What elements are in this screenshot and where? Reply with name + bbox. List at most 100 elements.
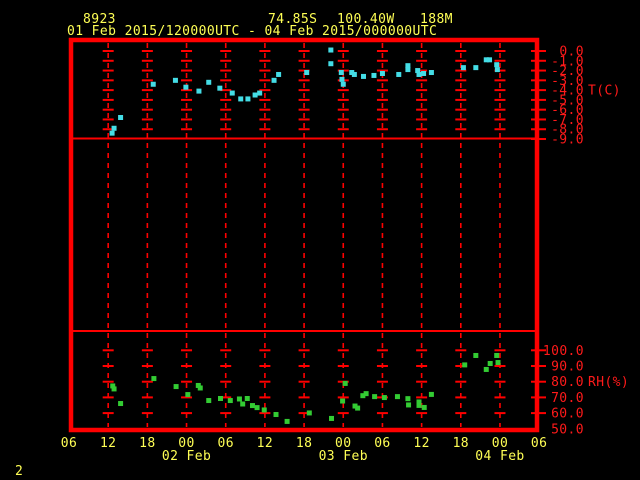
rh-tick-label: 80.0 xyxy=(551,375,584,390)
rh-tick-label: 90.0 xyxy=(551,360,584,375)
humidity-point xyxy=(360,393,366,399)
humidity-point xyxy=(244,395,250,401)
rh-tick-label: 100.0 xyxy=(543,344,584,359)
humidity-point xyxy=(340,398,346,404)
humidity-point xyxy=(240,401,246,407)
humidity-point xyxy=(329,415,335,421)
humidity-point xyxy=(372,394,378,400)
humidity-point xyxy=(487,360,493,366)
temp-tick-label: 0.0 xyxy=(559,45,584,60)
temp-tick-label: -1.0 xyxy=(551,54,584,69)
humidity-point xyxy=(405,396,411,402)
humidity-point xyxy=(249,403,255,409)
temperature-point xyxy=(206,79,212,85)
hour-label: 18 xyxy=(139,436,155,451)
plot-frame xyxy=(68,37,540,433)
humidity-point xyxy=(428,391,434,397)
temp-tick-label: -4.0 xyxy=(551,84,584,99)
temperature-point xyxy=(276,71,282,77)
temperature-point xyxy=(340,81,346,87)
temp-axis-name: T(C) xyxy=(588,84,621,99)
station-id: 8923 xyxy=(83,12,116,27)
temp-tick-label: -6.0 xyxy=(551,103,584,118)
latitude: 74.85S xyxy=(268,12,318,27)
humidity-point xyxy=(394,394,400,400)
temperature-point xyxy=(257,90,263,96)
hour-label: 18 xyxy=(296,436,312,451)
humidity-point xyxy=(118,401,124,407)
hour-label: 06 xyxy=(217,436,233,451)
temp-tick-label: -8.0 xyxy=(551,123,584,138)
hour-label: 00 xyxy=(178,436,194,451)
temperature-point xyxy=(349,70,355,76)
humidity-point xyxy=(355,405,361,411)
hour-label: 12 xyxy=(100,436,116,451)
temperature-point xyxy=(217,85,223,91)
humidity-point xyxy=(416,399,422,405)
temperature-point xyxy=(379,70,385,76)
humidity-point xyxy=(406,402,412,408)
temperature-point xyxy=(338,70,344,76)
temperature-point xyxy=(361,73,367,79)
temperature-point xyxy=(415,68,421,74)
temperature-point xyxy=(111,125,117,131)
temp-tick-label: -9.0 xyxy=(551,133,584,148)
humidity-point xyxy=(110,383,116,389)
temp-tick-label: -7.0 xyxy=(551,113,584,128)
temperature-point xyxy=(109,130,115,136)
temperature-point xyxy=(473,65,479,71)
temperature-point xyxy=(238,96,244,102)
rh-tick-label: 60.0 xyxy=(551,407,584,422)
humidity-point xyxy=(495,360,501,366)
temperature-point xyxy=(494,62,500,68)
humidity-point xyxy=(261,407,267,413)
temperature-point xyxy=(396,71,402,77)
humidity-point xyxy=(483,366,489,372)
hour-label: 00 xyxy=(335,436,351,451)
temp-tick-label: -5.0 xyxy=(551,93,584,108)
temperature-point xyxy=(150,81,156,87)
temperature-point xyxy=(118,115,124,121)
humidity-point xyxy=(273,412,279,418)
humidity-point xyxy=(173,384,179,390)
temperature-point xyxy=(304,70,310,76)
temperature-point xyxy=(328,47,334,53)
temp-tick-label: -2.0 xyxy=(551,64,584,79)
temperature-point xyxy=(172,77,178,83)
rh-tick-label: 70.0 xyxy=(551,391,584,406)
humidity-point xyxy=(195,382,201,388)
hour-label: 06 xyxy=(531,436,547,451)
hour-label: 12 xyxy=(257,436,273,451)
date-label: 02 Feb xyxy=(162,449,211,464)
temperature-point xyxy=(428,70,434,76)
humidity-point xyxy=(185,392,191,398)
hour-label: 18 xyxy=(453,436,469,451)
date-label: 04 Feb xyxy=(475,449,524,464)
temperature-point xyxy=(183,84,189,90)
page-number: 2 xyxy=(15,464,24,479)
temperature-point xyxy=(271,77,277,83)
humidity-point xyxy=(197,385,203,391)
humidity-point xyxy=(416,402,422,408)
temperature-point xyxy=(229,90,235,96)
temperature-point xyxy=(245,96,251,102)
humidity-point xyxy=(381,395,387,401)
temperature-point xyxy=(460,65,466,71)
temperature-point xyxy=(405,67,411,73)
hour-label: 12 xyxy=(413,436,429,451)
humidity-point xyxy=(151,376,157,382)
humidity-point xyxy=(363,391,369,397)
elevation: 188M xyxy=(420,12,453,27)
date-label: 03 Feb xyxy=(319,449,368,464)
humidity-point xyxy=(254,405,260,411)
temperature-point xyxy=(328,61,334,67)
rh-axis-name: RH(%) xyxy=(588,375,629,390)
hour-label: 00 xyxy=(492,436,508,451)
temperature-point xyxy=(416,71,422,77)
longitude: 100.40W xyxy=(337,12,395,27)
hour-label: 06 xyxy=(374,436,390,451)
humidity-point xyxy=(306,410,312,416)
temperature-point xyxy=(351,71,357,77)
